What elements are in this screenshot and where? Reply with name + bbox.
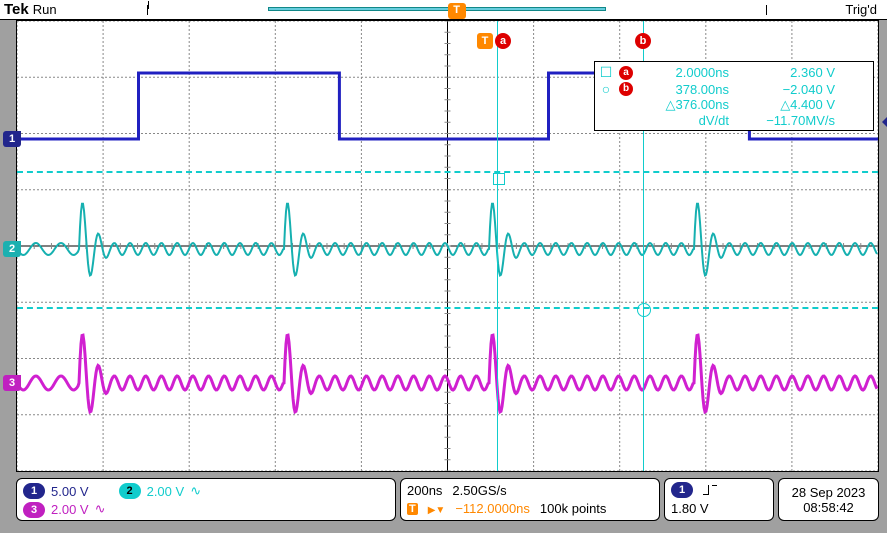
date-label: 28 Sep 2023 xyxy=(785,485,872,500)
ch1-zero-marker: 1 xyxy=(3,131,21,147)
cursor-b-horiz[interactable] xyxy=(17,307,878,309)
header-bar: Tek Run T Trig'd xyxy=(0,0,887,20)
record-length: 100k points xyxy=(540,501,607,516)
trigger-panel[interactable]: 1 1.80 V xyxy=(664,478,774,521)
cursor-T-badge: T xyxy=(477,33,493,49)
timebase-panel[interactable]: 200ns 2.50GS/s T −112.0000ns 100k points xyxy=(400,478,660,521)
cursor-a-badge: a xyxy=(495,33,511,49)
trigger-source: 1 xyxy=(671,482,693,498)
cursor-readout-box: ☐a2.0000ns2.360 V ○b378.00ns−2.040 V △37… xyxy=(594,61,874,131)
cursor-b-circle-icon xyxy=(637,303,651,317)
cursor-a-horiz[interactable] xyxy=(17,171,878,173)
ch2-zero-marker: 2 xyxy=(3,241,21,257)
cursor-a-square-icon xyxy=(493,173,505,185)
ch2-scale: 22.00 V∿ xyxy=(119,481,202,501)
cursor-readout-row: dV/dt−11.70MV/s xyxy=(599,113,869,128)
trigger-offset: −112.0000ns xyxy=(455,501,530,516)
ch3-scale: 32.00 V∿ xyxy=(23,501,389,518)
trigger-T-icon: T xyxy=(407,503,418,515)
acquisition-bar: T xyxy=(147,5,767,15)
rising-edge-icon xyxy=(703,483,717,497)
trigger-pos-T-icon: T xyxy=(448,3,466,19)
cursor-readout-row: ○b378.00ns−2.040 V xyxy=(599,81,869,97)
cursor-a-vert[interactable] xyxy=(497,21,498,471)
channel-scale-panel[interactable]: 15.00 V 22.00 V∿ 32.00 V∿ xyxy=(16,478,396,521)
status-bar: 15.00 V 22.00 V∿ 32.00 V∿ 200ns 2.50GS/s … xyxy=(16,478,879,521)
trigger-level: 1.80 V xyxy=(671,501,709,516)
trigger-arrow-icon xyxy=(428,501,446,516)
brand-logo: Tek xyxy=(0,1,29,18)
waveform-display[interactable]: 1 2 3 T a b ☐a2.0000ns2.360 V ○b378.00ns… xyxy=(16,20,879,472)
cursor-readout-row: △376.00ns△4.400 V xyxy=(599,97,869,113)
cursor-b-badge: b xyxy=(635,33,651,49)
zoom-region-bar[interactable] xyxy=(268,7,606,11)
sample-rate: 2.50GS/s xyxy=(452,483,506,498)
ch1-scale: 15.00 V xyxy=(23,481,89,501)
run-state: Run xyxy=(29,2,57,17)
time-per-div: 200ns xyxy=(407,483,442,498)
ch3-zero-marker: 3 xyxy=(3,375,21,391)
trigger-state: Trig'd xyxy=(845,2,887,17)
time-label: 08:58:42 xyxy=(785,500,872,515)
ch1-right-marker xyxy=(876,116,887,128)
cursor-readout-row: ☐a2.0000ns2.360 V xyxy=(599,64,869,81)
datetime-panel: 28 Sep 2023 08:58:42 xyxy=(778,478,879,521)
